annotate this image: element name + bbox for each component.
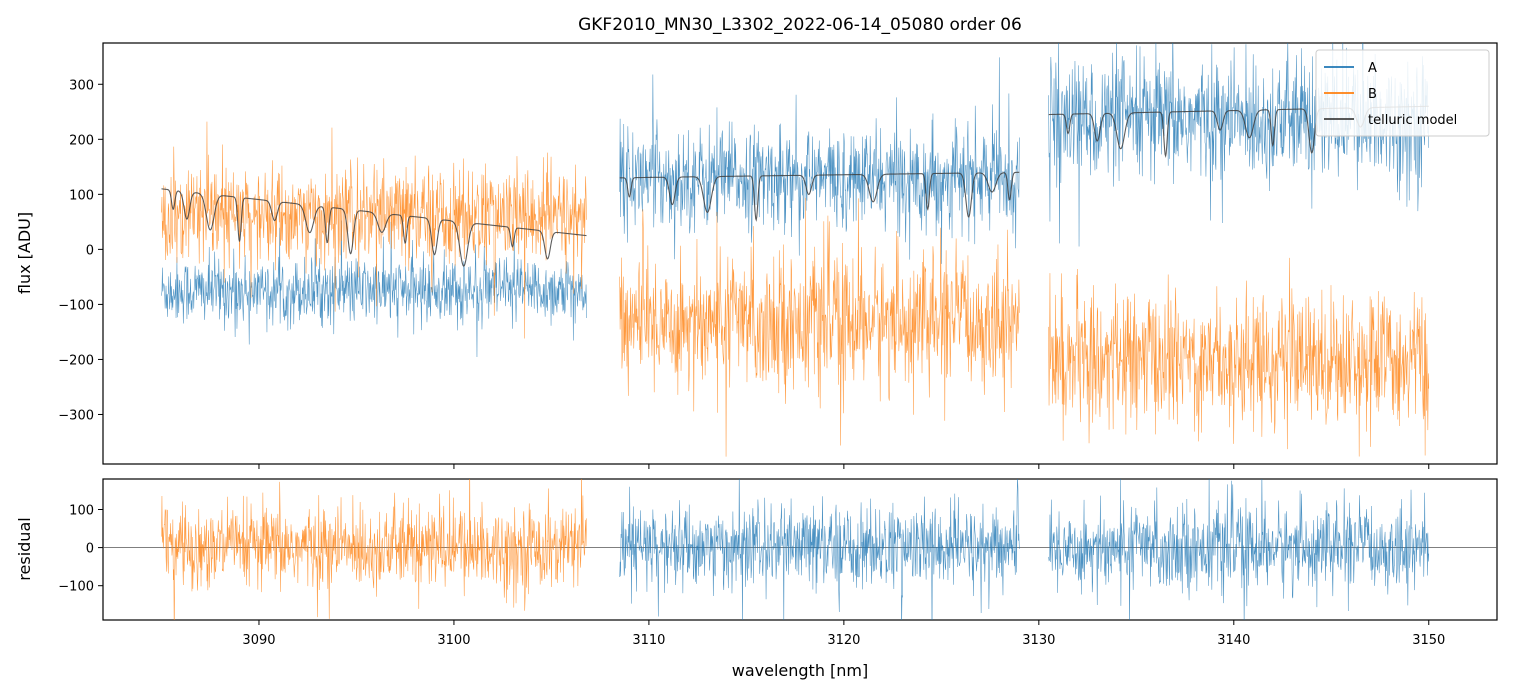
flux-series-telluric-model-segment-1 <box>619 171 1020 222</box>
chart-title: GKF2010_MN30_L3302_2022-06-14_05080 orde… <box>578 15 1022 35</box>
residual-series-series-1-segment-0 <box>619 479 1020 620</box>
flux-x-ticks <box>258 464 1430 469</box>
legend-label-telluric: telluric model <box>1368 113 1457 128</box>
residual-x-tick-label: 3110 <box>632 633 665 648</box>
residual-x-tick-label: 3150 <box>1412 633 1445 648</box>
flux-y-tick-label: 300 <box>69 78 94 93</box>
flux-y-tick-label: −300 <box>58 408 94 423</box>
flux-y-tick-label: 0 <box>86 243 94 258</box>
flux-y-tick-label: 100 <box>69 188 94 203</box>
residual-series-series-0-segment-0 <box>161 479 587 620</box>
flux-y-axis-label: flux [ADU] <box>15 212 34 294</box>
residual-x-tick-label: 3130 <box>1022 633 1055 648</box>
residual-x-tick-label: 3120 <box>827 633 860 648</box>
legend-label-b: B <box>1368 87 1377 102</box>
flux-series-a-segment-1 <box>619 57 1020 264</box>
flux-series-b-segment-0 <box>161 121 587 339</box>
flux-series <box>161 43 1430 457</box>
residual-x-tick-label: 3090 <box>242 633 275 648</box>
flux-y-tick-label: −200 <box>58 353 94 368</box>
flux-y-tick-label: 200 <box>69 133 94 148</box>
residual-y-tick-label: −100 <box>58 580 94 595</box>
residual-x-tick-label: 3100 <box>437 633 470 648</box>
residual-y-tick-label: 0 <box>86 542 94 557</box>
residual-y-axis-label: residual <box>15 517 34 580</box>
legend-label-a: A <box>1368 61 1377 76</box>
residual-x-ticks: 3090 3100 3110 3120 3130 3140 3150 <box>242 620 1445 648</box>
residual-series-series-1-segment-1 <box>1048 479 1430 620</box>
flux-series-telluric-model-segment-0 <box>161 188 587 267</box>
residual-x-tick-label: 3140 <box>1217 633 1250 648</box>
residual-axes-frame <box>102 478 1498 621</box>
flux-series-b-segment-1 <box>619 197 1020 457</box>
flux-series-a-segment-0 <box>161 220 587 358</box>
residual-panel: −100 0 100 3090 3100 3110 3120 3130 3140 3150 re… <box>15 478 1498 680</box>
residual-y-ticks: −100 0 100 <box>58 503 103 595</box>
flux-y-tick-label: −100 <box>58 298 94 313</box>
legend: A B telluric model <box>1315 49 1490 137</box>
residual-y-tick-label: 100 <box>69 503 94 518</box>
flux-axes-frame <box>102 42 1498 465</box>
flux-y-ticks: −300 −200 −100 0 100 200 300 <box>58 78 103 423</box>
legend-box <box>1315 49 1490 137</box>
x-axis-label: wavelength [nm] <box>732 661 869 680</box>
flux-series-b-segment-2 <box>1048 257 1430 457</box>
residual-series <box>103 479 1497 620</box>
flux-panel: −300 −200 −100 0 100 200 300 flux [ADU] A B te… <box>15 42 1498 469</box>
